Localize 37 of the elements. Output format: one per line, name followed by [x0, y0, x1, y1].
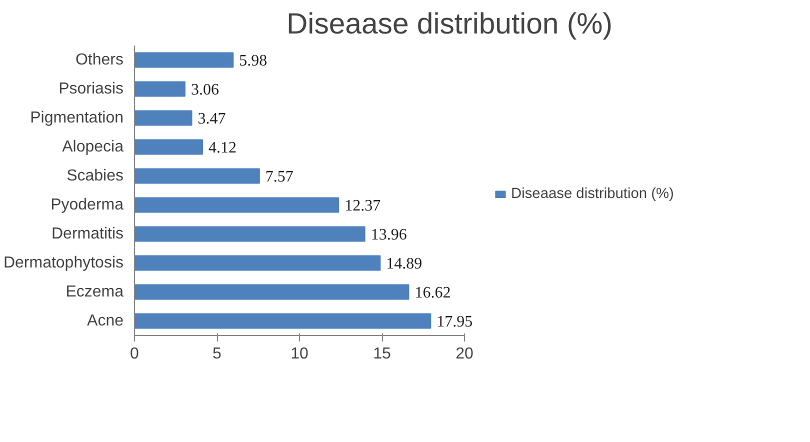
- y-tick-label: Dermatophytosis: [3, 254, 124, 272]
- y-tick-label: Eczema: [66, 284, 124, 300]
- data-label: 7.57: [265, 168, 294, 186]
- data-label: 3.06: [190, 82, 219, 98]
- y-tick-label: Scabies: [66, 168, 124, 184]
- x-tick-label: 0: [130, 346, 140, 362]
- legend-label: Diseaase distribution (%): [511, 186, 674, 202]
- data-label: 3.47: [198, 110, 226, 128]
- bar: [134, 81, 186, 97]
- bar: [134, 110, 192, 126]
- y-tick-label: Acne: [87, 312, 124, 330]
- y-tick-label: Alopecia: [62, 138, 124, 156]
- x-tick-label: 10: [290, 346, 308, 362]
- bar: [134, 284, 410, 300]
- y-tick-label: Pigmentation: [30, 110, 124, 126]
- chart-title: Diseaase distribution (%): [286, 8, 613, 40]
- bar: [134, 52, 234, 68]
- data-label: 16.62: [414, 284, 451, 302]
- data-label: 17.95: [436, 314, 473, 330]
- y-tick-label: Pyoderma: [50, 196, 124, 214]
- y-tick-label: Others: [75, 52, 124, 68]
- bar: [134, 197, 340, 213]
- bar: [134, 255, 381, 271]
- data-label: 4.12: [208, 140, 236, 156]
- bar: [134, 313, 432, 329]
- y-tick-label: Dermatitis: [51, 226, 124, 242]
- data-label: 12.37: [344, 198, 381, 214]
- y-tick-label: Psoriasis: [58, 80, 124, 98]
- data-label: 14.89: [386, 256, 422, 272]
- bar: [134, 168, 260, 184]
- bar: [134, 139, 203, 155]
- x-tick-label: 5: [212, 346, 222, 362]
- bar: [134, 226, 366, 242]
- data-label: 5.98: [239, 52, 268, 70]
- data-label: 13.96: [370, 226, 407, 244]
- x-tick-label: 20: [456, 346, 474, 362]
- x-tick-label: 15: [373, 346, 391, 362]
